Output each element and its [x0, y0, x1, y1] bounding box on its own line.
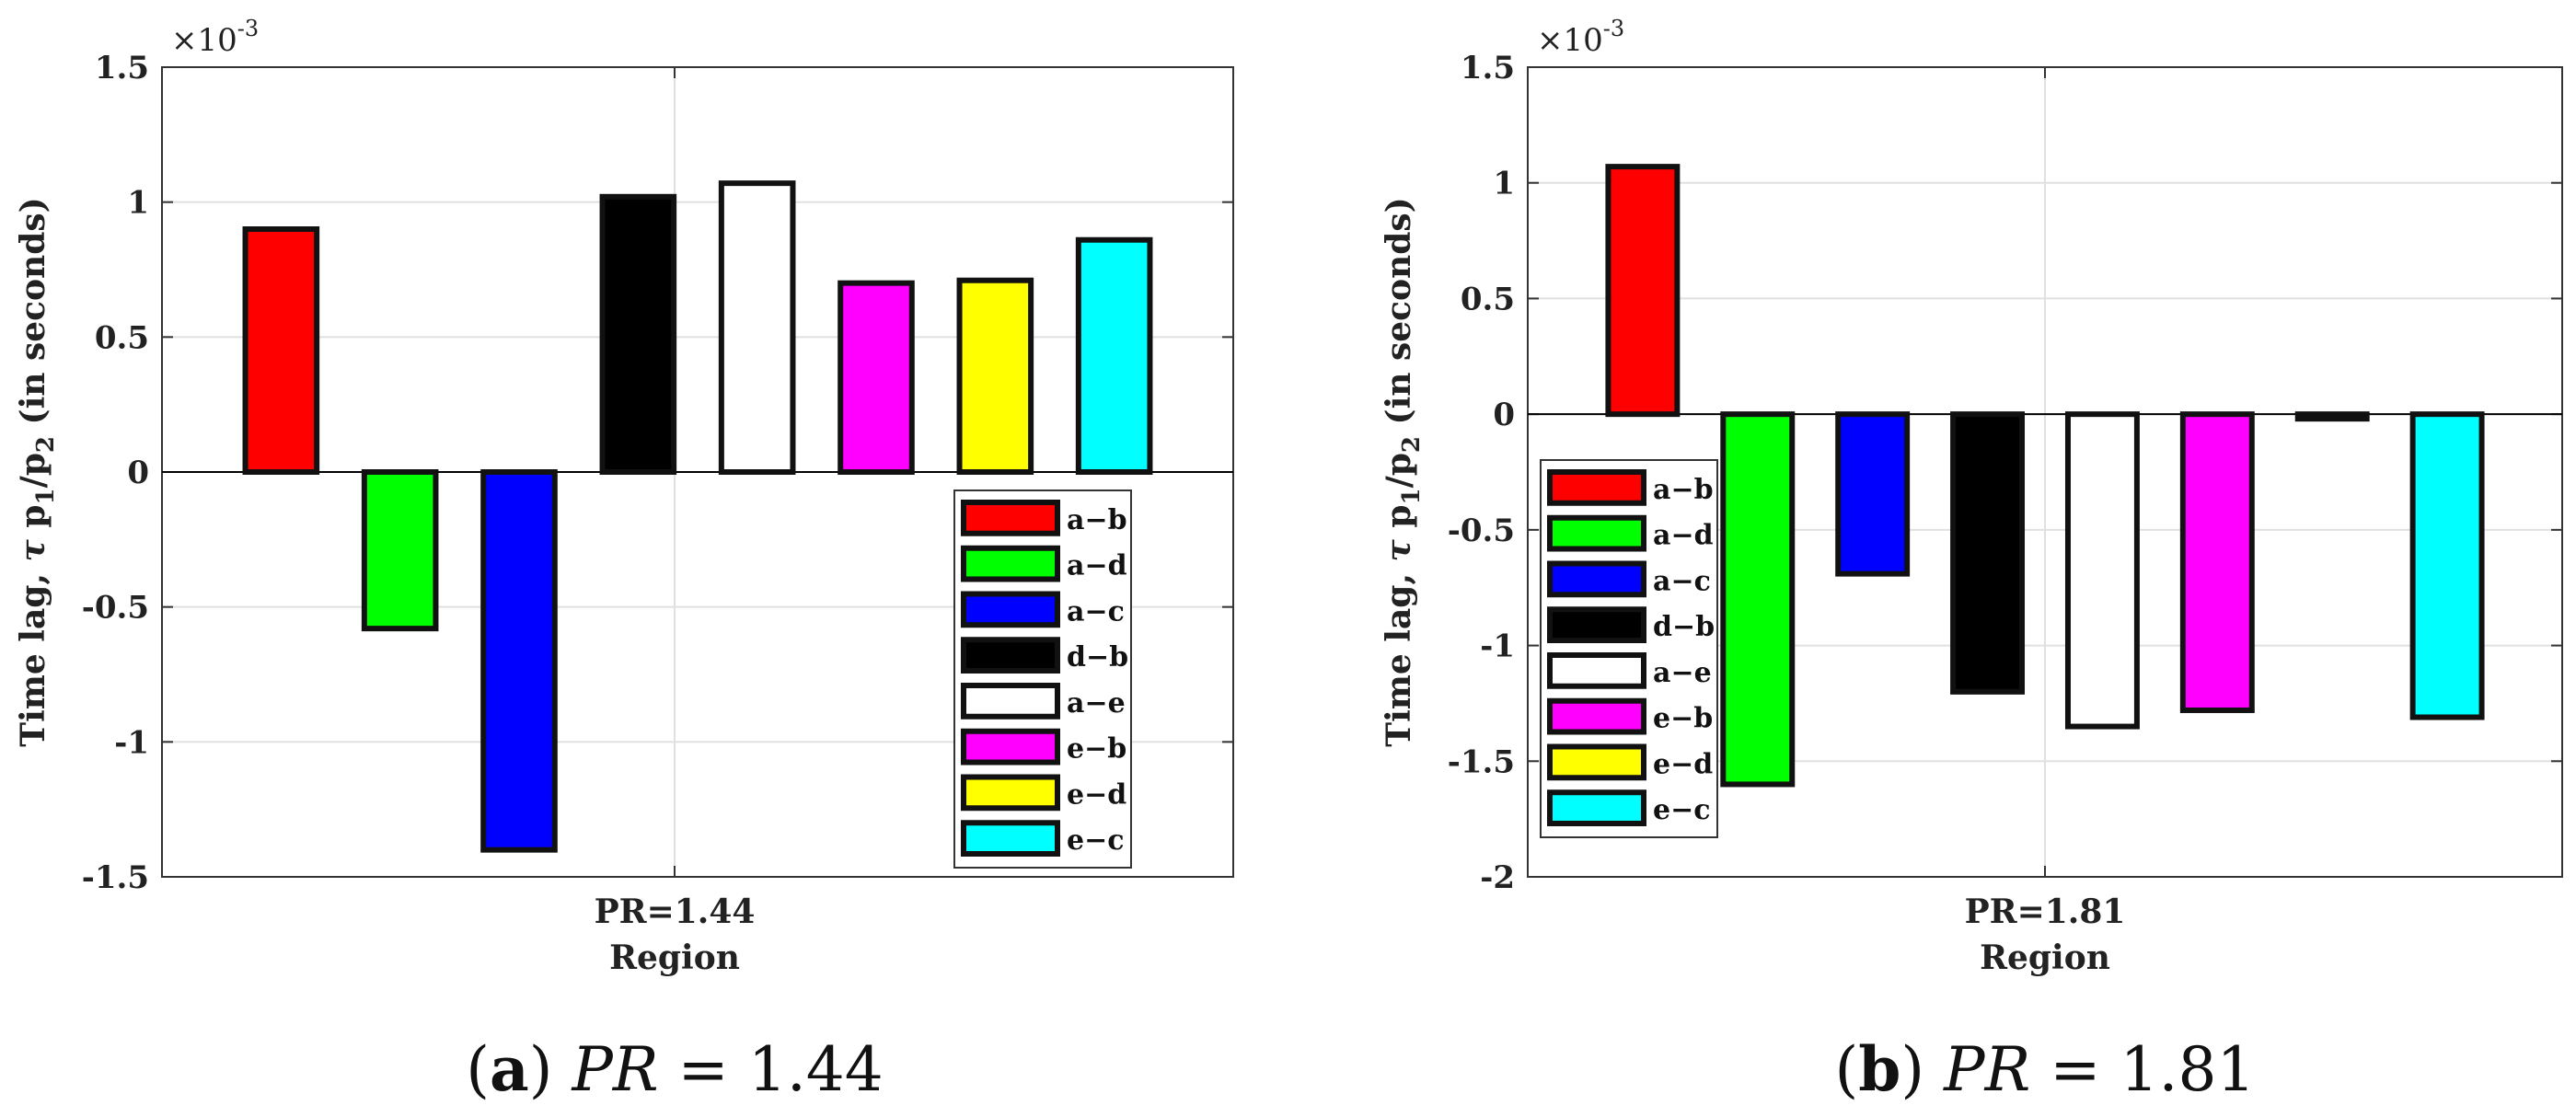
- x-axis-label: Region: [609, 939, 740, 977]
- y-tick-label: 0: [1493, 397, 1515, 433]
- y-tick-label: 1.5: [1461, 50, 1515, 86]
- legend-swatch: [1547, 606, 1646, 643]
- legend-entry-label: e−c: [1067, 824, 1125, 857]
- y-tick-label: -1: [1480, 628, 1515, 665]
- bar-e-b: [2179, 411, 2255, 713]
- legend-entry-label: a−d: [1653, 520, 1714, 552]
- legend-swatch: [1547, 469, 1646, 506]
- panel-caption: (a) PR = 1.44: [466, 1033, 884, 1105]
- y-multiplier: ×10-3: [1537, 16, 1624, 59]
- y-multiplier: ×10-3: [171, 16, 259, 59]
- chart-panel-b: -2 -1.5 -1 -0.5 0 0.5 1 1.5 ×10-3 PR=1.81 Region Ti…: [1380, 16, 2563, 1105]
- x-tick-label: PR=1.81: [1965, 892, 2126, 931]
- y-tick-label: 0.5: [95, 319, 149, 356]
- legend-swatch: [961, 820, 1060, 857]
- x-axis-label: Region: [1980, 939, 2110, 977]
- x-tick-label: PR=1.44: [595, 892, 756, 931]
- legend-entry-label: a−c: [1653, 565, 1711, 597]
- legend-entry-label: a−b: [1067, 504, 1127, 536]
- bar-a-c: [480, 469, 558, 853]
- bar-d-b: [1950, 411, 2026, 695]
- chart-panel-a: -1.5 -1 -0.5 0 0.5 1 1.5 ×10-3 PR=1.44 Region Time…: [14, 16, 1234, 1105]
- legend-entry-label: a−c: [1067, 595, 1125, 628]
- bar-a-b: [242, 226, 320, 475]
- bar-a-d: [1720, 411, 1796, 788]
- legend-entry-label: a−e: [1653, 657, 1712, 689]
- legend-swatch: [961, 500, 1060, 536]
- y-tick-label: -0.5: [82, 590, 149, 627]
- y-tick-label: 0.5: [1461, 281, 1515, 317]
- y-tick-label: -2: [1480, 859, 1515, 896]
- bar-e-d: [2294, 411, 2370, 422]
- bar-e-c: [1075, 236, 1153, 475]
- legend-swatch: [961, 683, 1060, 720]
- legend-swatch: [961, 545, 1060, 582]
- bar-a-e: [718, 180, 796, 475]
- bar-a-c: [1835, 411, 1911, 577]
- legend-entry-label: e−d: [1067, 778, 1126, 811]
- legend-swatch: [961, 728, 1060, 766]
- legend-entry-label: e−d: [1653, 748, 1713, 780]
- legend-swatch: [961, 774, 1060, 812]
- bar-a-b: [1605, 164, 1681, 418]
- y-axis-label: Time lag, τ p1/p2 (in seconds): [1380, 197, 1426, 746]
- legend-entry-label: e−c: [1653, 794, 1711, 826]
- bar-e-b: [837, 280, 915, 475]
- legend-swatch: [1547, 743, 1646, 781]
- legend-swatch: [1547, 652, 1646, 689]
- legend-swatch: [1547, 560, 1646, 598]
- bar-a-d: [361, 469, 439, 632]
- legend-entry-label: a−d: [1067, 550, 1127, 582]
- bar-e-c: [2409, 411, 2485, 720]
- panel-caption: (b) PR = 1.81: [1835, 1033, 2256, 1105]
- legend-entry-label: e−b: [1067, 733, 1126, 766]
- legend: a−b a−d a−c d−b a−e e−b e−d e−c: [1540, 459, 1718, 838]
- legend-entry-label: a−b: [1653, 474, 1714, 506]
- legend-swatch: [961, 637, 1060, 674]
- y-tick-label: -1: [114, 724, 149, 761]
- y-tick-label: 0: [127, 455, 149, 491]
- legend: a−b a−d a−c d−b a−e e−b e−d e−c: [953, 489, 1132, 869]
- legend-swatch: [961, 591, 1060, 628]
- y-tick-label: 1: [1493, 166, 1515, 202]
- y-tick-label: -0.5: [1448, 512, 1515, 549]
- legend-entry-label: e−b: [1653, 703, 1713, 735]
- legend-swatch: [1547, 514, 1646, 552]
- bar-e-d: [956, 277, 1034, 475]
- y-axis-label: Time lag, τ p1/p2 (in seconds): [14, 197, 60, 746]
- y-tick-label: -1.5: [1448, 743, 1515, 780]
- y-tick-label: 1.5: [95, 50, 149, 86]
- legend-swatch: [1547, 697, 1646, 735]
- y-tick-label: -1.5: [82, 859, 149, 896]
- bar-a-e: [2064, 411, 2140, 730]
- legend-entry-label: a−e: [1067, 687, 1126, 720]
- bar-d-b: [599, 193, 677, 476]
- legend-entry-label: d−b: [1067, 641, 1128, 674]
- y-tick-label: 1: [127, 185, 149, 222]
- legend-swatch: [1547, 789, 1646, 826]
- legend-entry-label: d−b: [1653, 611, 1715, 643]
